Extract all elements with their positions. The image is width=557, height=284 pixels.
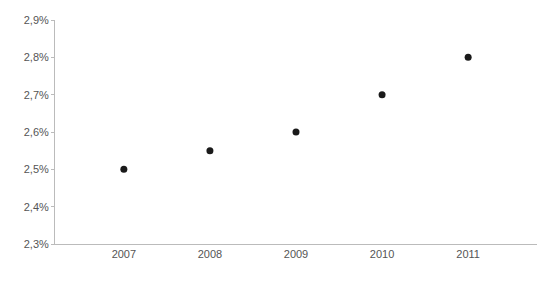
svg-text:2,7%: 2,7%	[24, 89, 49, 101]
svg-text:2,8%: 2,8%	[24, 51, 49, 63]
svg-text:2,3%: 2,3%	[24, 238, 49, 250]
svg-text:2,5%: 2,5%	[24, 163, 49, 175]
svg-text:2007: 2007	[112, 248, 136, 260]
svg-text:2,6%: 2,6%	[24, 126, 49, 138]
svg-text:2011: 2011	[456, 248, 480, 260]
svg-text:2,4%: 2,4%	[24, 201, 49, 213]
svg-text:2,9%: 2,9%	[24, 14, 49, 26]
svg-text:2009: 2009	[284, 248, 308, 260]
svg-text:2010: 2010	[370, 248, 394, 260]
svg-text:2008: 2008	[198, 248, 222, 260]
